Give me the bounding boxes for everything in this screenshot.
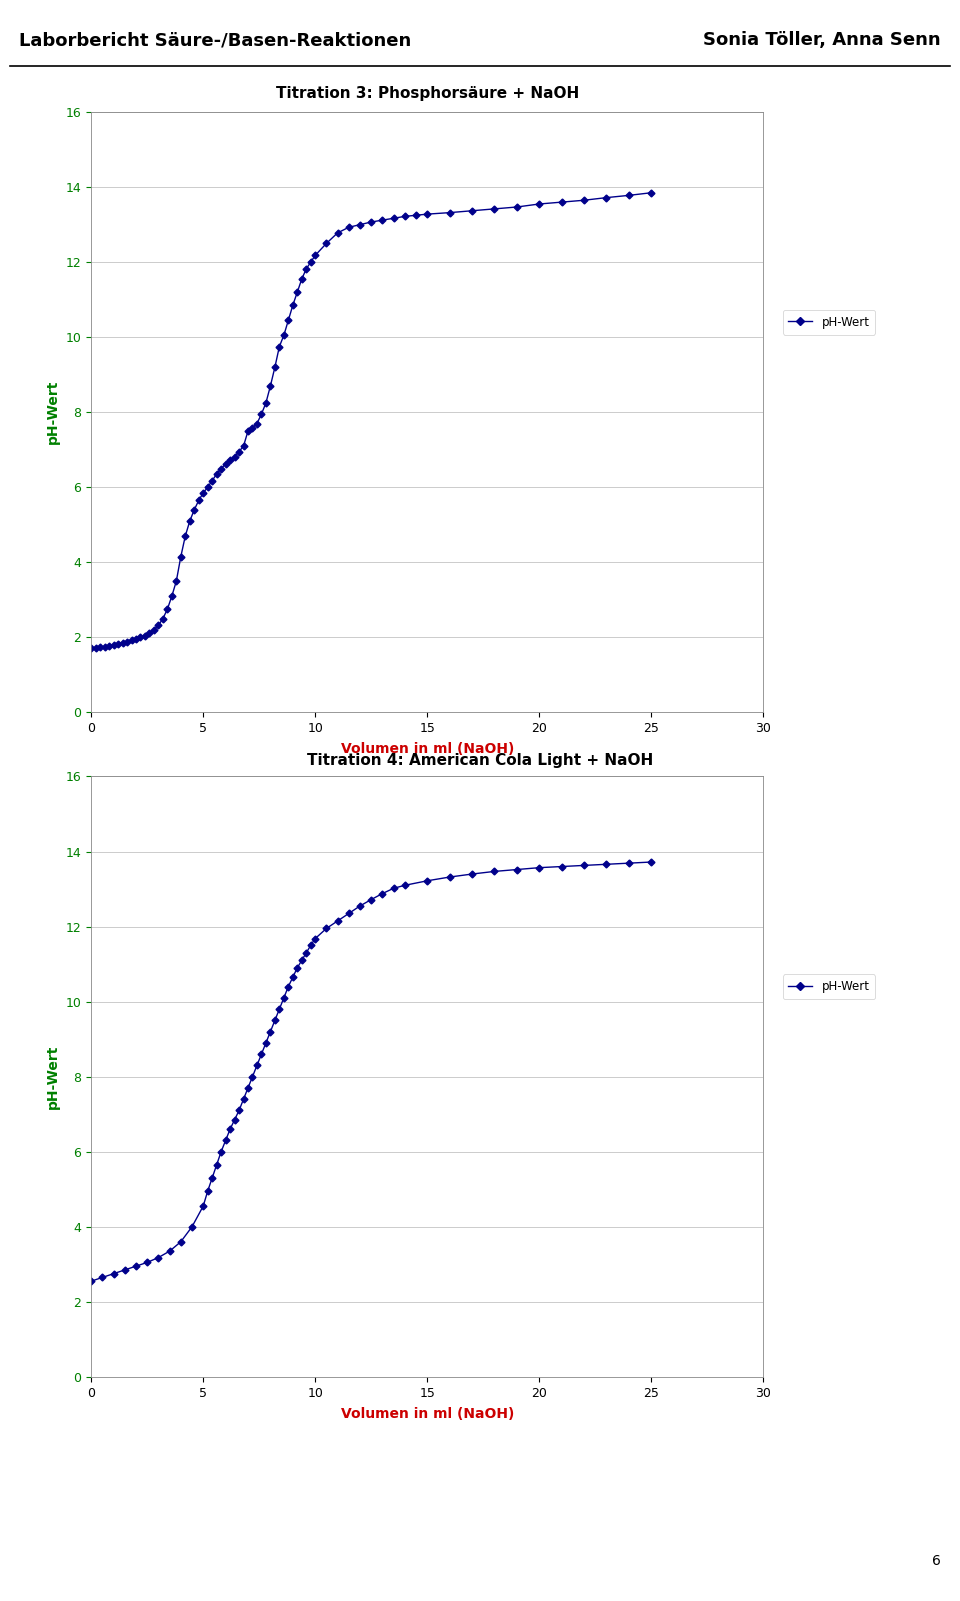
Text: Sonia Töller, Anna Senn: Sonia Töller, Anna Senn xyxy=(703,30,941,50)
Y-axis label: pH-Wert: pH-Wert xyxy=(46,379,60,445)
Title: Titration 3: Phosphorsäure + NaOH: Titration 3: Phosphorsäure + NaOH xyxy=(276,86,579,101)
Text: Laborbericht Säure-/Basen-Reaktionen: Laborbericht Säure-/Basen-Reaktionen xyxy=(19,30,412,50)
Legend: pH-Wert: pH-Wert xyxy=(782,311,876,335)
Text: 6: 6 xyxy=(932,1555,941,1567)
Legend: pH-Wert: pH-Wert xyxy=(782,975,876,999)
X-axis label: Volumen in ml (NaOH): Volumen in ml (NaOH) xyxy=(341,743,514,756)
Y-axis label: pH-Wert: pH-Wert xyxy=(46,1044,60,1109)
X-axis label: Volumen in ml (NaOH): Volumen in ml (NaOH) xyxy=(341,1407,514,1420)
Text: Titration 4: American Cola Light + NaOH: Titration 4: American Cola Light + NaOH xyxy=(307,752,653,768)
